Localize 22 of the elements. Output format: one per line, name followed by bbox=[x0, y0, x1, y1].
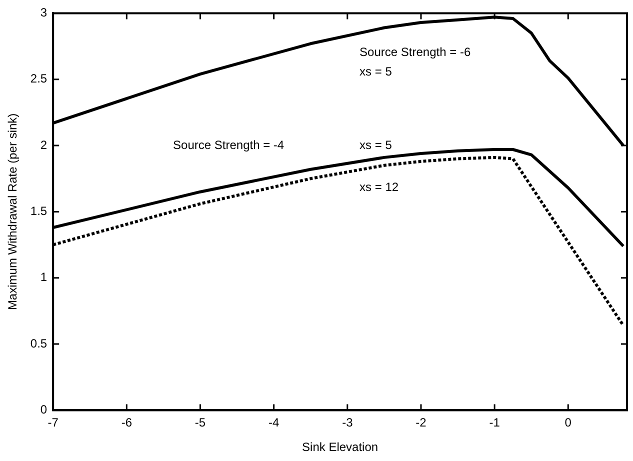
annotation: xs = 5 bbox=[360, 64, 392, 78]
y-tick-label: 3 bbox=[40, 6, 48, 20]
x-tick-label: 0 bbox=[564, 416, 572, 430]
annotation: Source Strength = -6 bbox=[360, 45, 471, 60]
y-tick-label: 0.5 bbox=[30, 336, 48, 350]
x-tick-label: -4 bbox=[268, 416, 280, 430]
x-tick-label: -7 bbox=[48, 416, 59, 430]
x-tick-label: -1 bbox=[489, 416, 500, 430]
annotation: xs = 12 bbox=[360, 180, 399, 194]
x-tick-label: -6 bbox=[121, 416, 132, 430]
y-tick-label: 2 bbox=[40, 138, 48, 152]
y-tick-label: 2.5 bbox=[30, 72, 48, 86]
y-tick-label: 1 bbox=[40, 270, 48, 284]
annotation: xs = 5 bbox=[360, 138, 392, 152]
x-tick-label: -2 bbox=[416, 416, 427, 430]
x-tick-label: -5 bbox=[194, 416, 206, 430]
annotation: Source Strength = -4 bbox=[173, 138, 284, 152]
x-axis-title: Sink Elevation bbox=[302, 440, 378, 454]
y-axis-title: Maximum Withdrawal Rate (per sink) bbox=[6, 113, 20, 310]
x-tick-label: -3 bbox=[342, 416, 354, 430]
y-tick-label: 0 bbox=[40, 402, 48, 417]
y-tick-label: 1.5 bbox=[30, 204, 48, 218]
